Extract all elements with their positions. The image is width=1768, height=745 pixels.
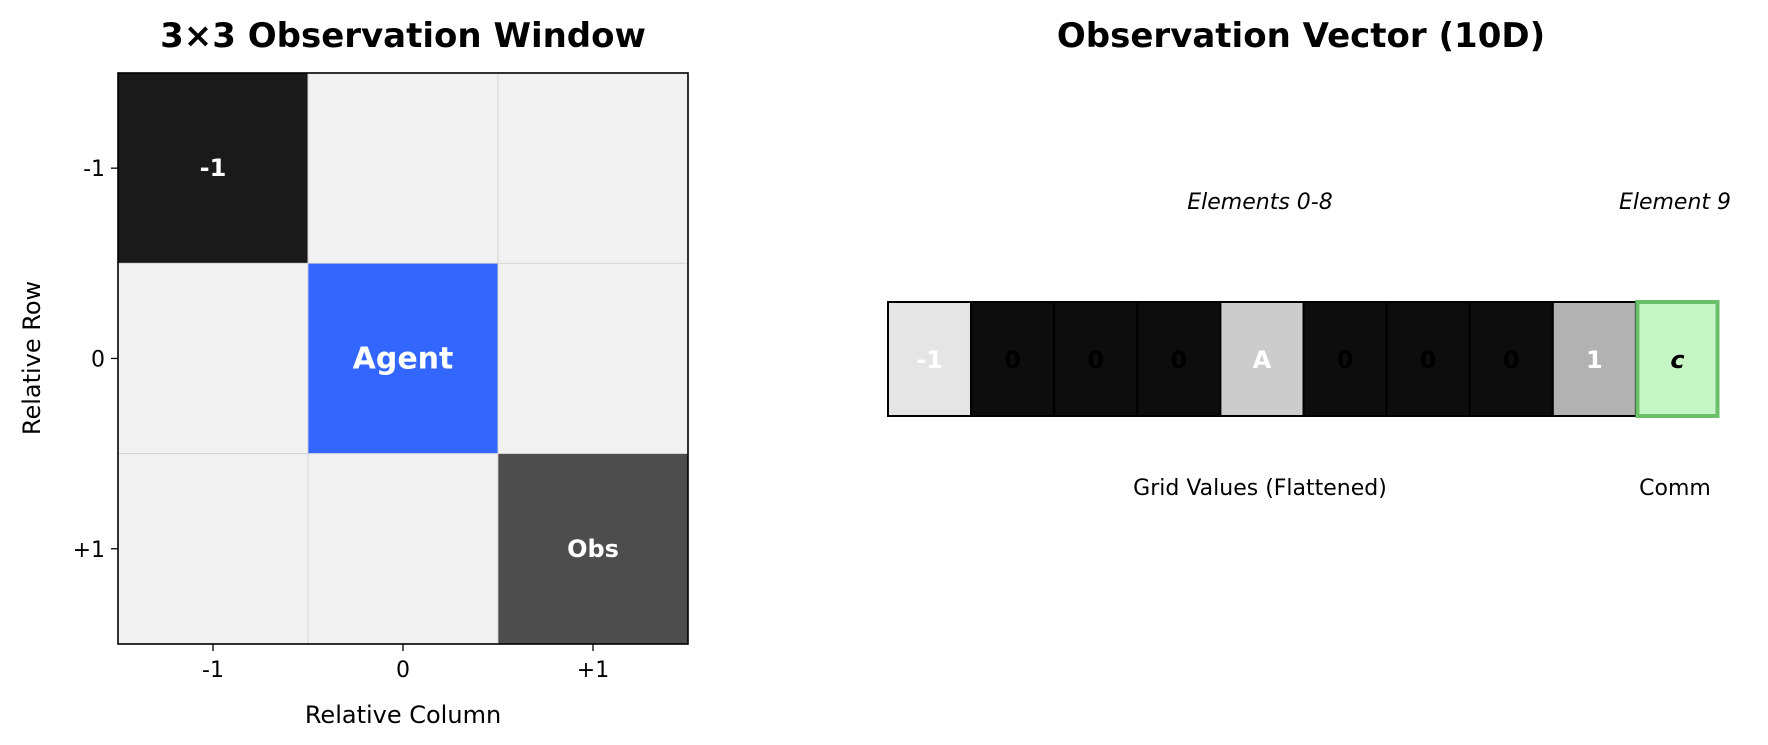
x-tick-label: 0 <box>396 658 410 683</box>
vector-cell <box>1468 301 1554 417</box>
element-9-label: Element 9 <box>1619 190 1731 215</box>
grid-cell <box>497 262 689 454</box>
grid-cell <box>497 453 689 645</box>
vector-cell-label: 0 <box>1004 346 1021 374</box>
x-tick-label: -1 <box>202 658 224 683</box>
grid-cell-label: Obs <box>567 535 619 563</box>
observation-grid: -1 Agent Obs <box>117 72 689 645</box>
comm-label: Comm <box>1639 476 1711 501</box>
grid-cell-label: -1 <box>200 154 227 182</box>
x-tick-label: +1 <box>577 658 609 683</box>
vector-cell <box>1219 301 1305 417</box>
grid-cell <box>307 72 499 264</box>
y-axis-label: Relative Row <box>18 281 46 435</box>
grid-values-label: Grid Values (Flattened) <box>1133 476 1387 501</box>
vector-cell-comm <box>1635 300 1720 418</box>
vector-cell-label: 0 <box>1420 346 1437 374</box>
vector-cell-label: 0 <box>1170 346 1187 374</box>
window-title: 3×3 Observation Window <box>160 16 646 56</box>
vector-cell <box>970 301 1056 417</box>
grid-cell <box>117 453 309 645</box>
y-tick-label: -1 <box>83 157 105 182</box>
grid-cell <box>117 262 309 454</box>
vector-cell <box>1136 301 1222 417</box>
vector-cell <box>1551 301 1637 417</box>
vector-cell-label: 0 <box>1087 346 1104 374</box>
grid-cell-label: Agent <box>353 341 454 376</box>
grid-cell <box>307 453 499 645</box>
vector-cell-label: A <box>1253 346 1272 374</box>
y-ticks: -1 0 +1 <box>73 157 118 563</box>
grid-cell <box>307 262 499 454</box>
elements-0-8-label: Elements 0-8 <box>1187 190 1332 215</box>
vector-cell <box>1302 301 1388 417</box>
vector-title: Observation Vector (10D) <box>1057 16 1545 56</box>
vector-cell <box>887 301 973 417</box>
y-tick-label: +1 <box>73 538 105 563</box>
y-tick-label: 0 <box>91 347 105 372</box>
x-axis-label: Relative Column <box>305 701 501 729</box>
vector-cell <box>1385 301 1471 417</box>
vector-cell-label: 0 <box>1337 346 1354 374</box>
vector-cell-label: 1 <box>1586 346 1603 374</box>
grid-cell <box>117 72 309 264</box>
vector-cell-label: c <box>1670 346 1684 374</box>
vector-cell-label: 0 <box>1503 346 1520 374</box>
grid-cell <box>497 72 689 264</box>
x-ticks: -1 0 +1 <box>202 644 609 683</box>
observation-vector: -1 0 0 0 A 0 0 0 1 c <box>887 300 1720 418</box>
vector-cell-label: -1 <box>916 346 943 374</box>
